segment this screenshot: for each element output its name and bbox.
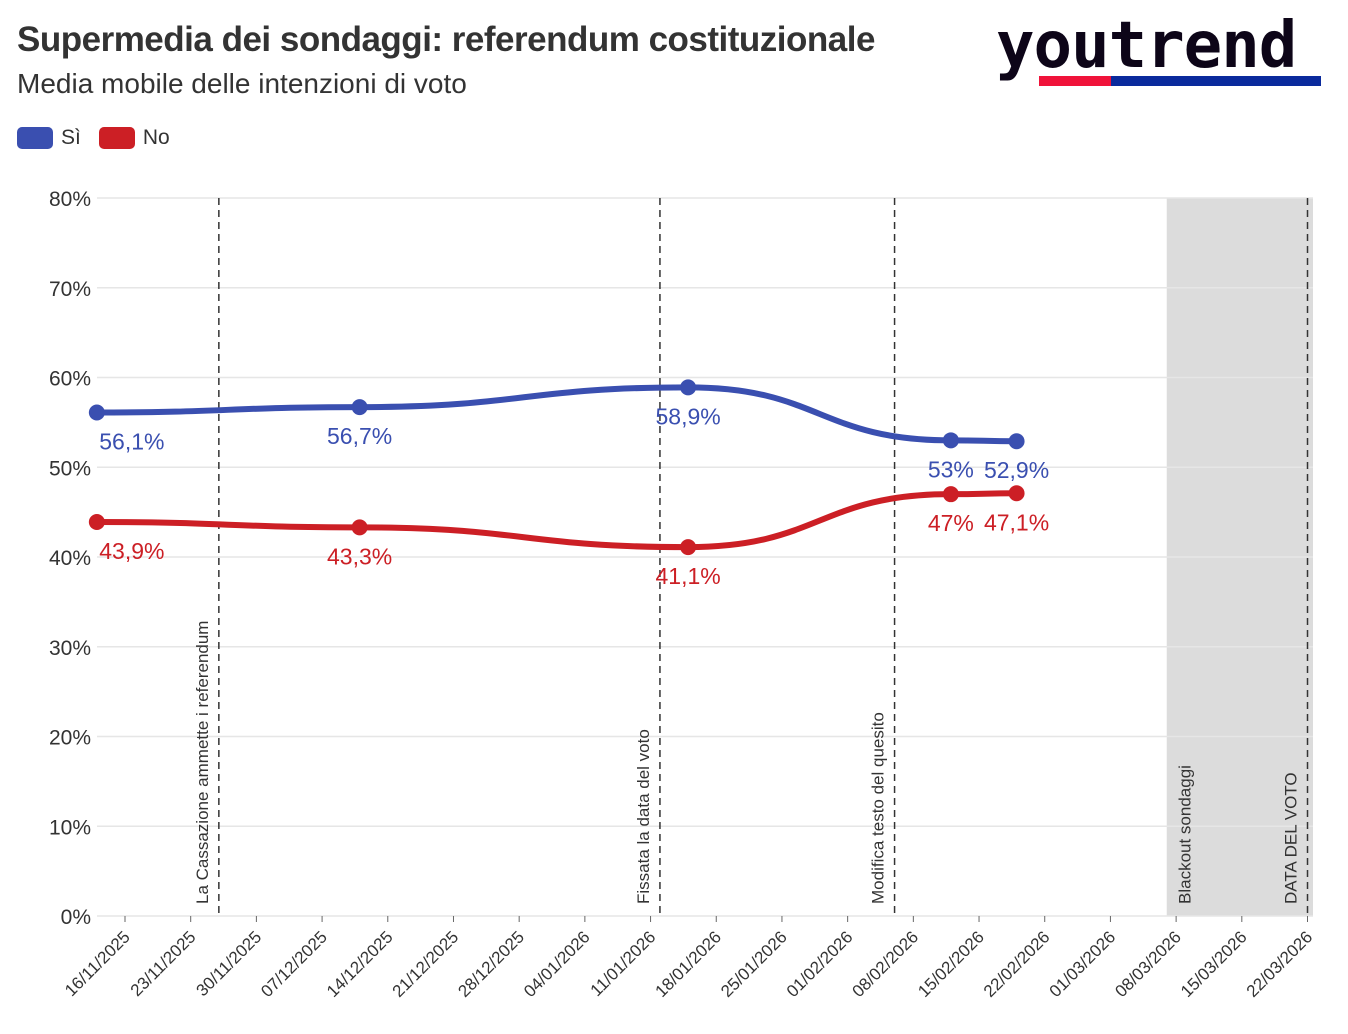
blackout-label: Blackout sondaggi [1176,765,1195,904]
annotation-label: La Cassazione ammette i referendum [193,621,212,904]
data-point-no [942,486,959,503]
x-tick-label: 01/02/2026 [783,927,857,1001]
y-tick-label: 0% [61,906,91,929]
x-tick-label: 08/02/2026 [849,927,923,1001]
data-label-si: 53% [928,456,974,482]
data-label-no: 43,9% [99,538,164,564]
x-tick-label: 30/11/2025 [193,927,266,1000]
data-label-si: 52,9% [984,457,1049,483]
x-tick-label: 01/03/2026 [1046,927,1120,1001]
x-tick-label: 21/12/2025 [389,927,463,1001]
x-tick-label: 15/02/2026 [914,927,988,1001]
x-tick-label: 23/11/2025 [127,927,200,1000]
data-point-no [680,539,697,556]
x-tick-label: 07/12/2025 [257,927,331,1001]
y-tick-label: 80% [49,188,91,211]
y-tick-label: 20% [49,727,91,750]
series-line-no [93,490,1020,551]
data-point-si [88,404,105,421]
legend-swatch-si [17,127,53,149]
x-tick-label: 16/11/2025 [61,927,134,1000]
data-label-no: 47% [928,510,974,536]
annotation-label: Modifica testo del quesito [869,712,888,904]
legend-swatch-no [98,127,135,149]
annotation-label: DATA DEL VOTO [1282,772,1301,904]
data-point-no [1008,485,1025,502]
legend: Sì No [17,126,170,150]
chart-title: Supermedia dei sondaggi: referendum cost… [17,20,875,59]
x-tick-label: 14/12/2025 [323,927,397,1001]
x-tick-label: 15/03/2026 [1177,927,1251,1001]
x-tick-label: 11/01/2026 [587,927,660,1000]
annotation-label: Fissata la data del voto [634,729,653,904]
data-point-si [1008,433,1025,450]
y-tick-label: 70% [49,278,91,301]
data-label-no: 43,3% [327,543,392,569]
logo-text: youtrend [996,9,1297,83]
x-tick-label: 22/03/2026 [1243,927,1317,1001]
series-line-si [93,384,1020,445]
data-point-si [942,432,959,449]
y-tick-label: 10% [49,816,91,839]
logo-bar-blue [1111,76,1321,86]
x-tick-label: 22/02/2026 [980,927,1054,1001]
data-label-si: 56,7% [327,423,392,449]
youtrend-logo: youtrend [996,14,1322,90]
legend-item-no[interactable]: No [98,126,170,150]
x-tick-label: 25/01/2026 [717,927,791,1001]
data-point-si [351,399,368,416]
x-tick-label: 28/12/2025 [454,927,528,1001]
y-tick-label: 60% [49,368,91,391]
legend-item-si[interactable]: Sì [17,126,81,150]
data-point-si [680,379,697,396]
legend-label-si: Sì [61,126,81,149]
y-tick-label: 50% [49,457,91,480]
data-label-si: 56,1% [99,429,164,455]
legend-label-no: No [142,126,170,149]
logo-bar-red [1039,76,1111,86]
data-label-no: 41,1% [655,563,720,589]
chart-subtitle: Media mobile delle intenzioni di voto [17,68,467,99]
x-tick-label: 08/03/2026 [1111,927,1185,1001]
data-point-no [351,519,368,536]
y-tick-label: 40% [49,547,91,570]
x-tick-label: 18/01/2026 [651,927,725,1001]
y-tick-label: 30% [49,637,91,660]
x-tick-label: 04/01/2026 [520,927,594,1001]
data-label-si: 58,9% [655,403,720,429]
data-label-no: 47,1% [984,509,1049,535]
data-point-no [88,513,105,530]
